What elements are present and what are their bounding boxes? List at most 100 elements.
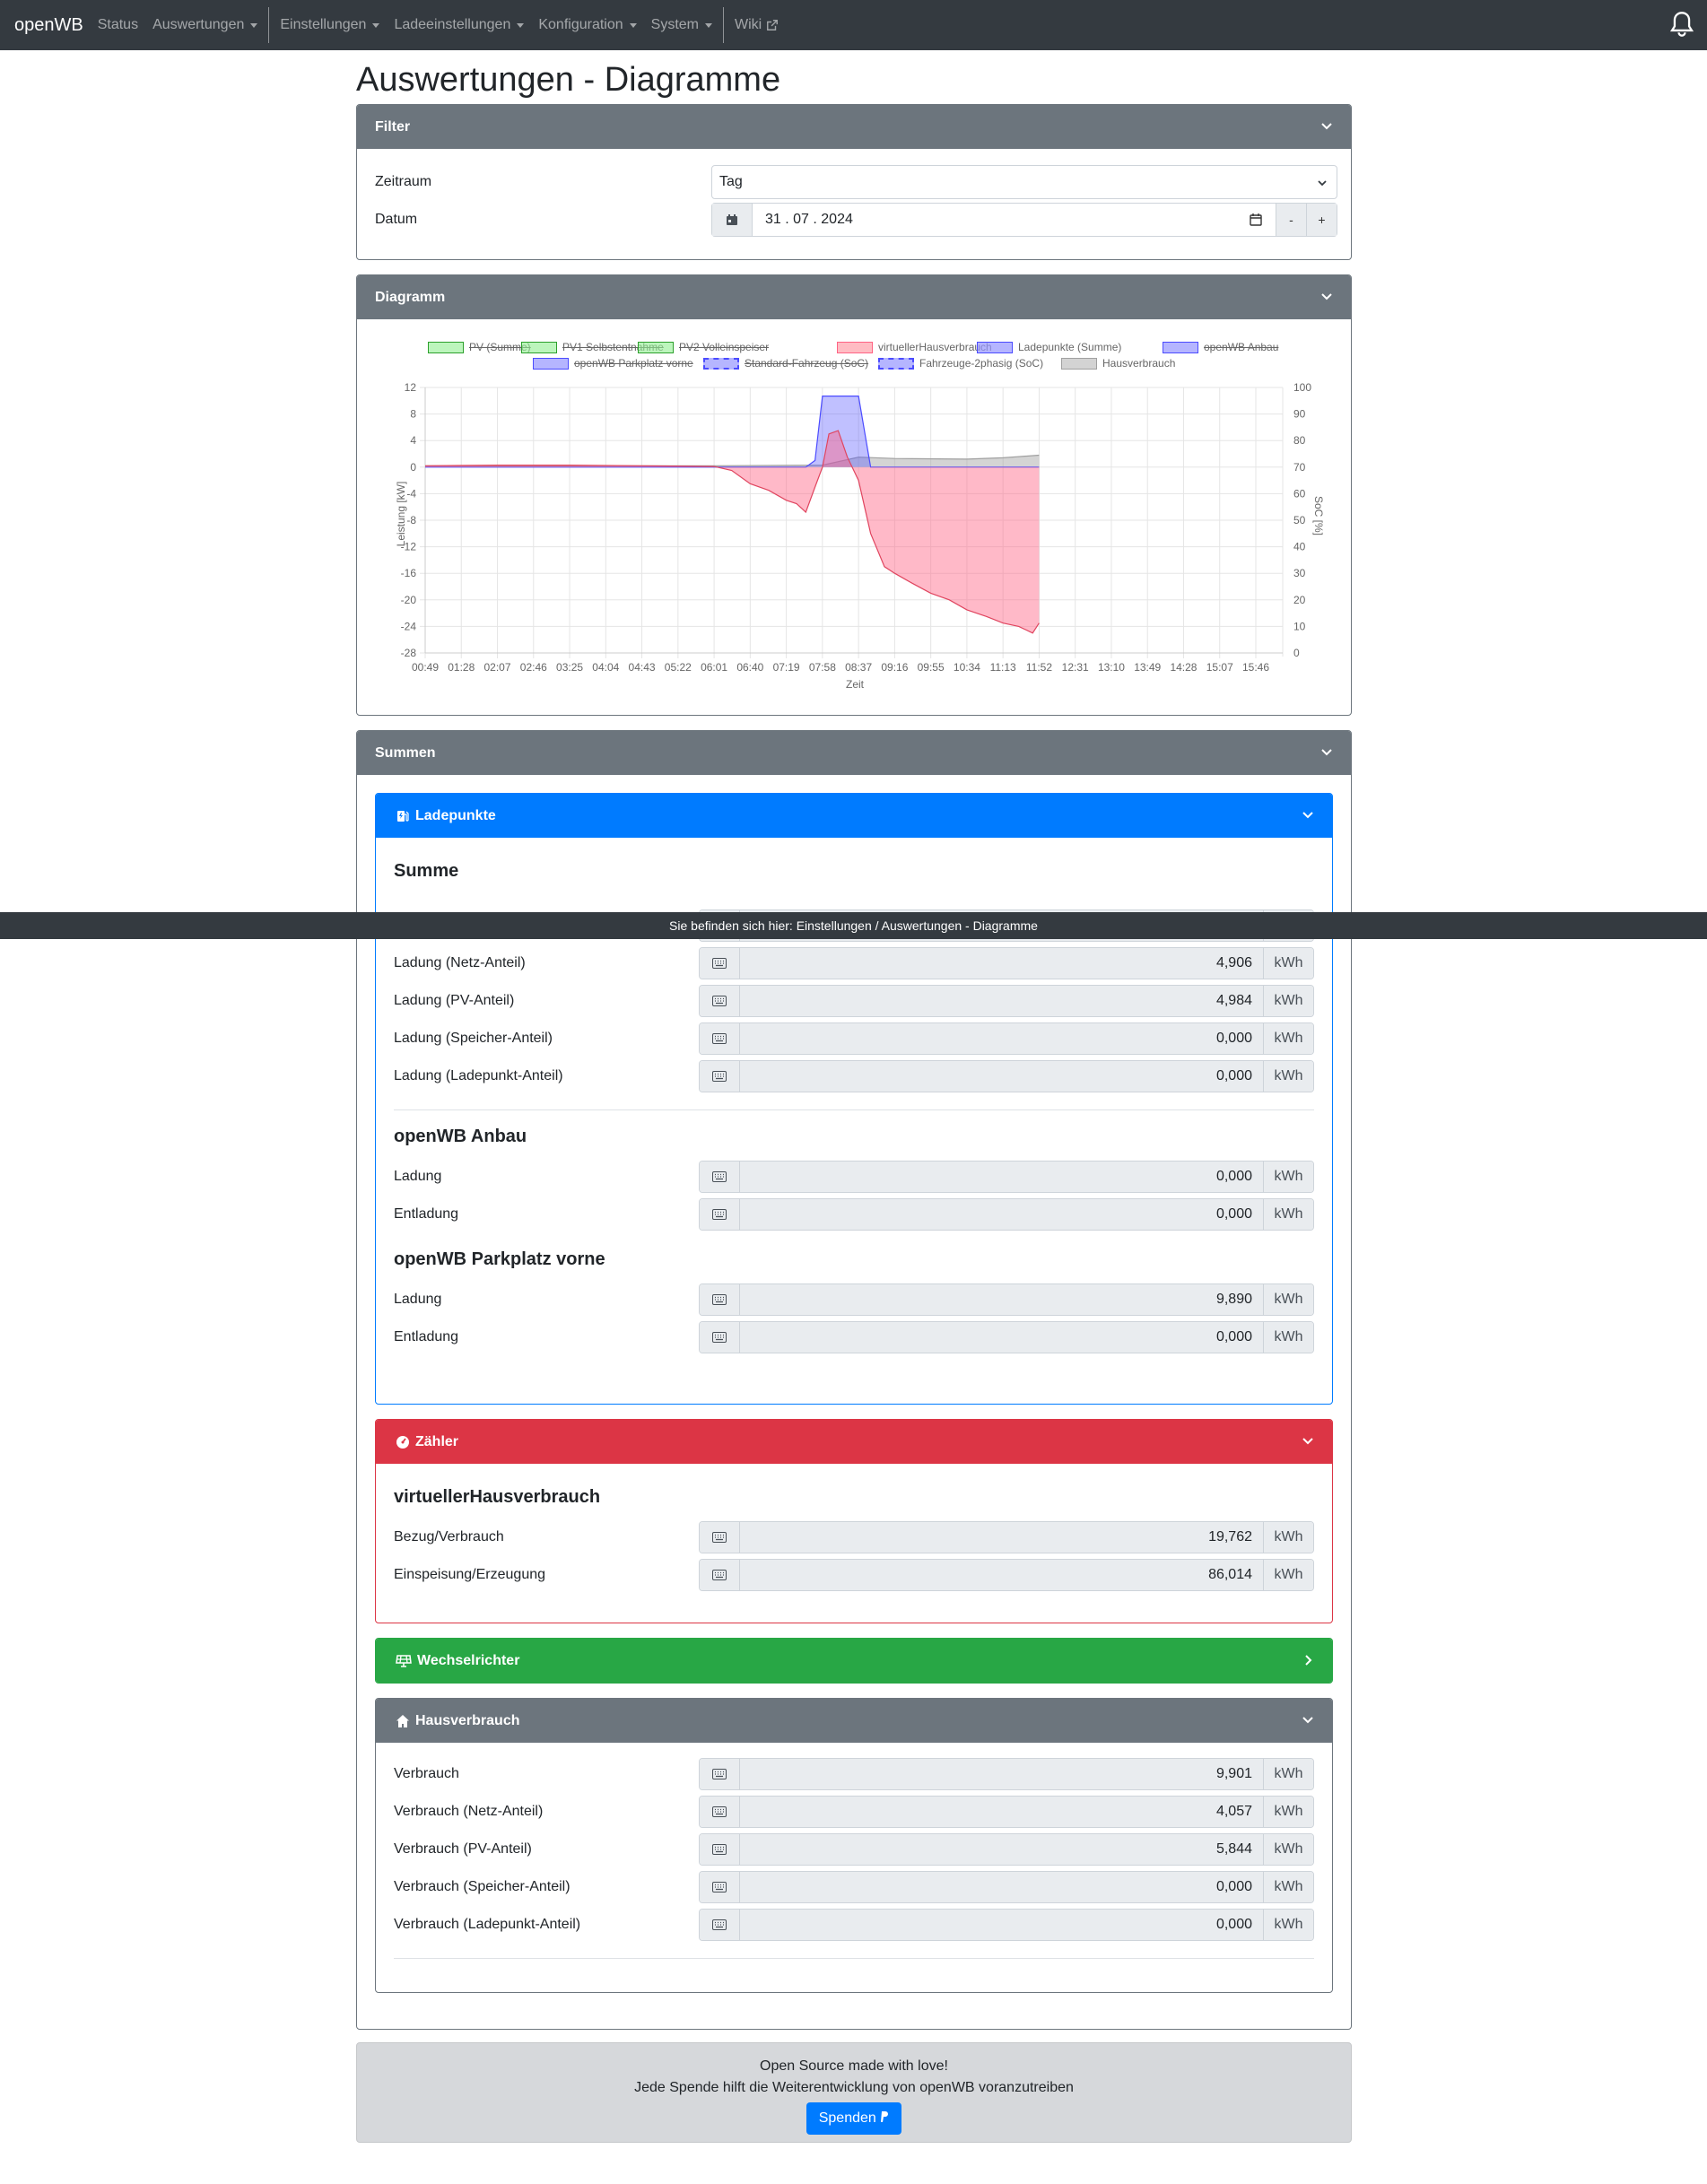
caret-icon: [517, 22, 525, 28]
date-minus-button[interactable]: -: [1276, 204, 1306, 236]
y2-tick-label: 40: [1293, 541, 1306, 553]
value-row: Ladung (Speicher-Anteil) 0,000 kWh: [394, 1020, 1314, 1057]
datum-input[interactable]: 31 . 07 . 2024: [765, 212, 853, 227]
footer-line-2: Jede Spende hilft die Weiterentwicklung …: [634, 2080, 1074, 2095]
legend-item[interactable]: PV2 Volleinspeiser: [638, 341, 769, 353]
diagramm-card: Diagramm PV (Summe) PV1 Selbstentnahme PV2…: [356, 274, 1352, 716]
value-row: Ladung (Ladepunkt-Anteil) 0,000 kWh: [394, 1057, 1314, 1095]
value-input: 4,984: [740, 986, 1263, 1016]
x-tick-label: 05:22: [665, 661, 692, 674]
filter-title: Filter: [375, 118, 411, 135]
calendar-picker-icon[interactable]: [1249, 213, 1263, 227]
donate-button[interactable]: Spenden: [806, 2102, 902, 2135]
value-input: 9,901: [740, 1759, 1263, 1789]
x-tick-label: 02:46: [520, 661, 547, 674]
value-label: Verbrauch (PV-Anteil): [394, 1841, 532, 1857]
nav-ladeeinstellungen[interactable]: Ladeeinstellungen: [387, 0, 531, 50]
x-tick-label: 02:07: [484, 661, 511, 674]
legend-item[interactable]: virtuellerHausverbrauch: [837, 341, 992, 353]
unit-label: kWh: [1263, 1061, 1313, 1092]
keyboard-icon: [700, 1023, 740, 1054]
x-tick-label: 08:37: [845, 661, 872, 674]
legend-item[interactable]: openWB Parkplatz vorne: [533, 357, 693, 370]
nav-status[interactable]: Status: [97, 17, 139, 32]
brand[interactable]: openWB: [14, 14, 83, 35]
keyboard-icon: [700, 1162, 740, 1192]
value-field: 86,014 kWh: [699, 1559, 1314, 1591]
unit-label: kWh: [1263, 1322, 1313, 1353]
chart-legend: PV (Summe) PV1 Selbstentnahme PV2 Volleins…: [357, 319, 1351, 373]
legend-item[interactable]: openWB Anbau: [1163, 341, 1278, 353]
y-tick-label: -20: [401, 594, 417, 606]
x-tick-label: 09:55: [918, 661, 945, 674]
nav-wiki[interactable]: Wiki: [727, 0, 786, 50]
keyboard-icon: [700, 1560, 740, 1590]
date-plus-button[interactable]: +: [1306, 204, 1337, 236]
legend-item[interactable]: Hausverbrauch: [1061, 357, 1175, 370]
unit-label: kWh: [1263, 1522, 1313, 1553]
nav-konfiguration[interactable]: Konfiguration: [531, 0, 643, 50]
external-link-icon: [767, 20, 779, 30]
x-tick-label: 10:34: [954, 661, 980, 674]
y-tick-label: -16: [401, 567, 417, 579]
keyboard-icon: [700, 1284, 740, 1315]
legend-item[interactable]: Ladepunkte (Summe): [977, 341, 1121, 353]
value-field: 9,890 kWh: [699, 1283, 1314, 1316]
y2-tick-label: 50: [1293, 514, 1306, 526]
value-row: Verbrauch 9,901 kWh: [394, 1755, 1314, 1793]
ladepunkte-card: Ladepunkte Summe Entladung0,000kWhLadung…: [375, 793, 1333, 1405]
nav-einstellungen[interactable]: Einstellungen: [273, 0, 387, 50]
value-label: Ladung: [394, 1169, 442, 1184]
wechselrichter-header[interactable]: Wechselrichter: [376, 1639, 1332, 1683]
diagramm-header[interactable]: Diagramm: [357, 275, 1351, 319]
ladepunkte-header[interactable]: Ladepunkte: [376, 794, 1332, 838]
value-label: Verbrauch (Netz-Anteil): [394, 1804, 544, 1819]
legend-item[interactable]: Standard-Fahrzeug (SoC): [703, 357, 868, 370]
unit-label: kWh: [1263, 1834, 1313, 1865]
legend-item[interactable]: Fahrzeuge-2phasig (SoC): [878, 357, 1043, 370]
bell-icon[interactable]: [1669, 11, 1694, 38]
legend-item[interactable]: PV (Summe): [428, 341, 531, 353]
zaehler-header[interactable]: Zähler: [376, 1420, 1332, 1464]
unit-label: kWh: [1263, 986, 1313, 1016]
legend-swatch: [638, 341, 674, 353]
value-field: 9,901 kWh: [699, 1758, 1314, 1790]
value-input: 5,844: [740, 1834, 1263, 1865]
datum-label: Datum: [375, 212, 418, 227]
zeitraum-select[interactable]: Tag: [711, 165, 1337, 199]
series-line-ladepunkte-summe: [425, 396, 1040, 468]
value-row: Bezug/Verbrauch 19,762 kWh: [394, 1518, 1314, 1556]
navbar: openWB Status Auswertungen Einstellungen…: [0, 0, 1707, 50]
value-row: Verbrauch (PV-Anteil) 5,844 kWh: [394, 1831, 1314, 1868]
zeitraum-value: Tag: [719, 174, 743, 189]
hausverbrauch-header[interactable]: Hausverbrauch: [376, 1699, 1332, 1743]
anbau-title: openWB Anbau: [394, 1127, 527, 1146]
divider: [394, 1109, 1314, 1110]
value-label: Verbrauch (Ladepunkt-Anteil): [394, 1917, 581, 1932]
value-row: Ladung 0,000 kWh: [394, 1158, 1314, 1196]
summen-header[interactable]: Summen: [357, 731, 1351, 775]
nav-auswertungen[interactable]: Auswertungen: [145, 0, 265, 50]
y2-tick-label: 70: [1293, 461, 1306, 474]
chevron-down-icon: [1321, 293, 1332, 300]
caret-icon: [250, 22, 258, 28]
zeitraum-row: Zeitraum Tag: [375, 163, 1337, 201]
x-tick-label: 11:13: [990, 661, 1016, 674]
keyboard-icon: [700, 1199, 740, 1230]
unit-label: kWh: [1263, 1162, 1313, 1192]
value-label: Ladung (Ladepunkt-Anteil): [394, 1068, 563, 1083]
y-tick-label: -4: [406, 487, 416, 500]
nav-system[interactable]: System: [644, 0, 719, 50]
chevron-down-icon: [1318, 180, 1327, 187]
summe-title: Summe: [394, 861, 459, 881]
filter-header[interactable]: Filter: [357, 105, 1351, 149]
caret-icon: [372, 22, 380, 28]
legend-label: openWB Anbau: [1204, 341, 1279, 353]
value-row: Verbrauch (Netz-Anteil) 4,057 kWh: [394, 1793, 1314, 1831]
y2-tick-label: 90: [1293, 408, 1306, 421]
x-tick-label: 13:49: [1134, 661, 1161, 674]
